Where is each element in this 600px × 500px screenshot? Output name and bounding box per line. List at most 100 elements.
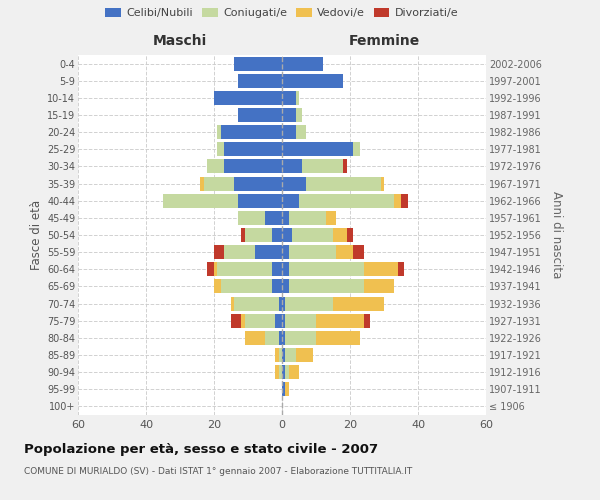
Bar: [221, 125, 282, 139]
Legend: Celibi/Nubili, Coniugati/e, Vedovi/e, Divorziati/e: Celibi/Nubili, Coniugati/e, Vedovi/e, Di…: [101, 4, 463, 23]
Bar: [282, 91, 296, 105]
Bar: [286, 331, 316, 345]
Bar: [380, 176, 384, 190]
Bar: [224, 245, 255, 259]
Bar: [282, 348, 286, 362]
Bar: [364, 262, 398, 276]
Bar: [231, 314, 241, 328]
Bar: [278, 331, 282, 345]
Bar: [398, 262, 404, 276]
Bar: [302, 160, 343, 173]
Bar: [282, 245, 289, 259]
Bar: [217, 142, 224, 156]
Bar: [286, 348, 296, 362]
Bar: [238, 74, 282, 88]
Bar: [286, 296, 333, 310]
Bar: [296, 108, 302, 122]
Bar: [207, 262, 214, 276]
Bar: [347, 228, 353, 242]
Bar: [235, 176, 282, 190]
Bar: [204, 176, 235, 190]
Bar: [255, 245, 282, 259]
Bar: [214, 91, 282, 105]
Bar: [286, 382, 289, 396]
Bar: [265, 331, 278, 345]
Bar: [394, 194, 401, 207]
Bar: [282, 228, 292, 242]
Bar: [278, 365, 282, 379]
Bar: [265, 211, 282, 225]
Bar: [353, 245, 364, 259]
Bar: [231, 296, 235, 310]
Bar: [224, 160, 282, 173]
Bar: [207, 160, 224, 173]
Bar: [214, 245, 224, 259]
Bar: [296, 125, 306, 139]
Bar: [282, 211, 289, 225]
Bar: [245, 314, 275, 328]
Bar: [364, 314, 370, 328]
Bar: [282, 314, 286, 328]
Bar: [282, 194, 299, 207]
Bar: [343, 160, 347, 173]
Text: Popolazione per età, sesso e stato civile - 2007: Popolazione per età, sesso e stato civil…: [24, 442, 378, 456]
Bar: [282, 56, 323, 70]
Text: Femmine: Femmine: [349, 34, 419, 48]
Bar: [278, 348, 282, 362]
Bar: [292, 228, 333, 242]
Bar: [316, 331, 360, 345]
Bar: [282, 160, 302, 173]
Bar: [245, 331, 265, 345]
Bar: [275, 365, 278, 379]
Bar: [282, 142, 353, 156]
Bar: [238, 211, 265, 225]
Bar: [238, 194, 282, 207]
Bar: [296, 91, 299, 105]
Bar: [282, 280, 289, 293]
Bar: [163, 194, 238, 207]
Bar: [214, 280, 221, 293]
Bar: [282, 296, 286, 310]
Bar: [224, 142, 282, 156]
Bar: [275, 314, 282, 328]
Bar: [286, 314, 316, 328]
Bar: [235, 56, 282, 70]
Bar: [241, 314, 245, 328]
Y-axis label: Fasce di età: Fasce di età: [29, 200, 43, 270]
Bar: [282, 108, 296, 122]
Bar: [306, 176, 380, 190]
Bar: [272, 228, 282, 242]
Bar: [282, 331, 286, 345]
Bar: [200, 176, 204, 190]
Bar: [282, 176, 306, 190]
Bar: [296, 348, 313, 362]
Bar: [353, 142, 360, 156]
Bar: [364, 280, 394, 293]
Bar: [289, 245, 337, 259]
Bar: [245, 228, 272, 242]
Bar: [289, 280, 364, 293]
Bar: [333, 296, 384, 310]
Bar: [235, 296, 278, 310]
Text: Maschi: Maschi: [153, 34, 207, 48]
Bar: [275, 348, 278, 362]
Bar: [289, 262, 364, 276]
Bar: [217, 262, 272, 276]
Bar: [217, 125, 221, 139]
Bar: [278, 296, 282, 310]
Bar: [238, 108, 282, 122]
Bar: [401, 194, 408, 207]
Bar: [272, 262, 282, 276]
Text: COMUNE DI MURIALDO (SV) - Dati ISTAT 1° gennaio 2007 - Elaborazione TUTTITALIA.I: COMUNE DI MURIALDO (SV) - Dati ISTAT 1° …: [24, 468, 412, 476]
Bar: [282, 74, 343, 88]
Bar: [282, 262, 289, 276]
Bar: [337, 245, 353, 259]
Bar: [282, 365, 286, 379]
Bar: [316, 314, 364, 328]
Y-axis label: Anni di nascita: Anni di nascita: [550, 192, 563, 278]
Bar: [214, 262, 217, 276]
Bar: [326, 211, 337, 225]
Bar: [241, 228, 245, 242]
Bar: [289, 365, 299, 379]
Bar: [282, 125, 296, 139]
